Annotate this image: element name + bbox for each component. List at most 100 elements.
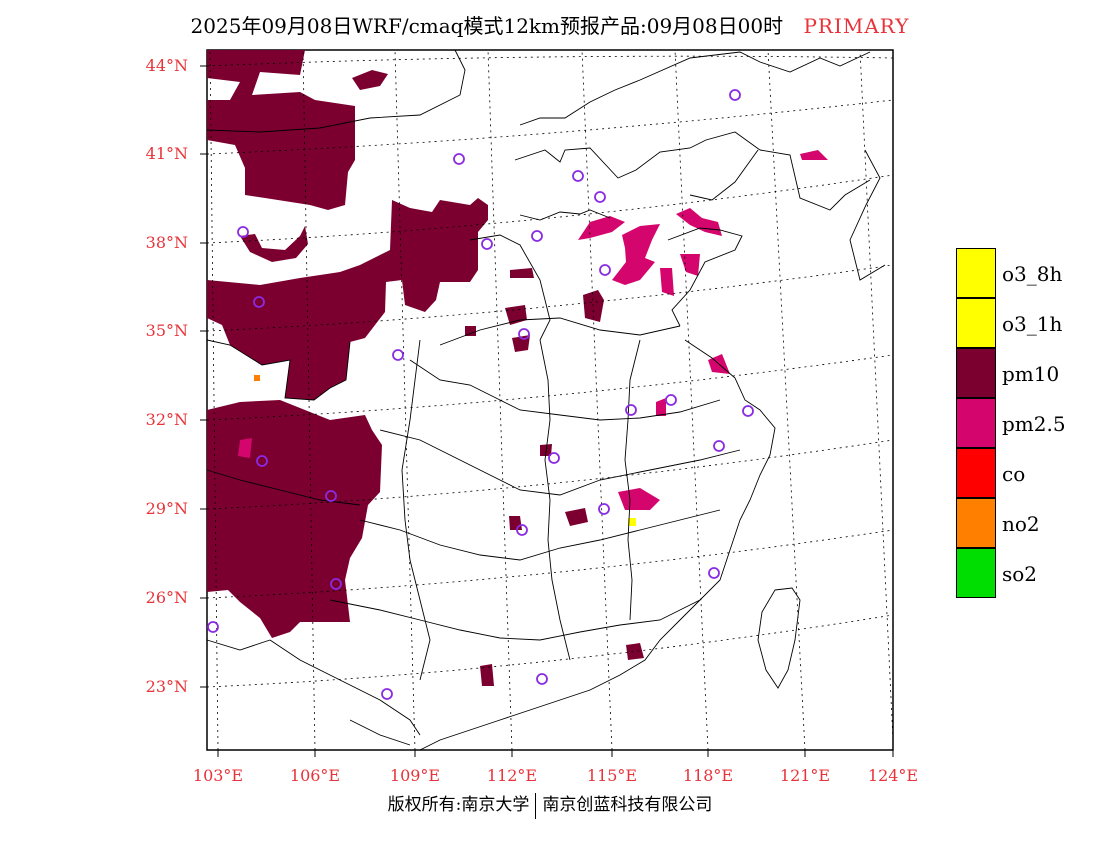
lon-label-118: 118°E xyxy=(682,766,734,785)
station-marker xyxy=(392,349,404,361)
lat-label-32: 32°N xyxy=(145,410,188,429)
pm25-region-liaoning xyxy=(800,150,828,160)
copyright-left: 版权所有:南京大学 xyxy=(387,795,530,815)
pm10-region-ordos-patch xyxy=(240,226,308,262)
pm10-region-southwest xyxy=(207,400,382,638)
boundary-taiwan xyxy=(757,587,801,689)
meridian-109 xyxy=(394,49,416,751)
boundary-coast-north xyxy=(849,149,886,281)
boundary-hainan-gulf xyxy=(349,719,411,746)
pm10-region-cluster-hubei xyxy=(509,516,522,530)
legend-swatch-co xyxy=(956,448,996,498)
title-text: 2025年09月08日WRF/cmaq模式12km预报产品:09月08日00时 xyxy=(190,14,784,38)
pm25-region-shandong xyxy=(680,254,700,276)
copyright-footer: 版权所有:南京大学 南京创蓝科技有限公司 xyxy=(0,790,1100,819)
legend-swatch-o3-1h xyxy=(956,298,996,348)
station-marker xyxy=(536,673,548,685)
lon-label-109: 109°E xyxy=(389,766,441,785)
parallel-38 xyxy=(206,174,894,244)
lon-label-124: 124°E xyxy=(867,766,919,785)
meridian-115 xyxy=(581,49,613,751)
lon-label-106: 106°E xyxy=(289,766,341,785)
station-marker xyxy=(713,440,725,452)
legend-swatch-no2 xyxy=(956,498,996,548)
legend-label-pm10: pm10 xyxy=(1002,362,1060,386)
lat-label-38: 38°N xyxy=(145,233,188,252)
boundary-bohai-coast xyxy=(689,149,759,201)
boundary-vertical-3 xyxy=(624,339,641,621)
station-marker xyxy=(516,524,528,536)
pm25-region-shandong-west xyxy=(660,268,674,296)
legend-label-so2: so2 xyxy=(1002,562,1038,586)
no2-spot xyxy=(254,375,260,381)
meridian-118 xyxy=(674,49,709,751)
legend-label-o3-8h: o3_8h xyxy=(1002,262,1063,286)
boundary-yunnan xyxy=(206,639,271,651)
pm10-region-cluster-shanxi xyxy=(465,326,476,336)
boundary-central-1 xyxy=(409,359,721,421)
parallel-23 xyxy=(206,614,894,688)
boundary-south-2 xyxy=(329,599,701,641)
meridian-112 xyxy=(487,49,513,751)
legend-label-co: co xyxy=(1002,462,1026,486)
map-title: 2025年09月08日WRF/cmaq模式12km预报产品:09月08日00时 … xyxy=(0,10,1100,39)
pm10-region-cluster-jiangxi xyxy=(565,508,588,526)
pm10-region-central xyxy=(207,198,488,400)
meridian-106 xyxy=(302,49,316,751)
lon-label-115: 115°E xyxy=(586,766,638,785)
station-marker xyxy=(729,89,741,101)
boundary-shandong-coast xyxy=(667,227,743,327)
station-marker xyxy=(453,153,465,165)
o3-spot xyxy=(628,518,636,526)
station-markers xyxy=(207,89,754,700)
legend-swatch-o3-8h xyxy=(956,248,996,298)
parallel-35 xyxy=(206,264,894,332)
title-pollutant-tag: PRIMARY xyxy=(803,14,910,38)
legend-label-o3-1h: o3_1h xyxy=(1002,312,1063,336)
station-marker xyxy=(207,621,219,633)
station-marker xyxy=(599,264,611,276)
lat-label-44: 44°N xyxy=(145,56,188,75)
pm10-region-north xyxy=(207,50,355,210)
parallel-32 xyxy=(206,354,894,421)
pm25-region-anhui xyxy=(656,398,666,416)
meridian-124 xyxy=(859,49,894,741)
copyright-divider xyxy=(535,792,537,819)
pm10-region-inner-mongolia-patch xyxy=(352,70,388,90)
station-marker xyxy=(237,226,249,238)
station-marker xyxy=(256,455,268,467)
lon-label-103: 103°E xyxy=(192,766,244,785)
lat-label-23: 23°N xyxy=(145,677,188,696)
boundary-vertical-1 xyxy=(401,339,431,681)
boundary-guangxi xyxy=(269,639,421,736)
station-marker xyxy=(381,688,393,700)
copyright-right: 南京创蓝科技有限公司 xyxy=(542,795,713,815)
legend-label-pm25: pm2.5 xyxy=(1002,412,1066,436)
legend-swatch-so2 xyxy=(956,548,996,598)
boundary-inner-mongolia xyxy=(206,49,466,133)
pm25-region-hebei xyxy=(612,224,660,285)
legend-swatch-pm10 xyxy=(956,348,996,398)
graticule xyxy=(206,49,894,751)
boundary-west-1 xyxy=(206,339,351,401)
station-marker xyxy=(572,170,584,182)
boundary-shanxi xyxy=(469,234,551,341)
lat-label-29: 29°N xyxy=(145,499,188,518)
lon-label-112: 112°E xyxy=(486,766,538,785)
parallel-41 xyxy=(206,99,894,155)
station-marker xyxy=(325,490,337,502)
legend-label-no2: no2 xyxy=(1002,512,1040,536)
pm10-regions xyxy=(207,50,644,686)
station-marker xyxy=(518,328,530,340)
station-marker xyxy=(665,394,677,406)
station-marker xyxy=(481,238,493,250)
pm10-region-cluster-shandong xyxy=(583,290,604,322)
pm10-region-cluster-guangdong xyxy=(626,643,644,660)
boundary-inner-mongolia-east xyxy=(519,51,871,126)
station-marker xyxy=(330,578,342,590)
lat-label-26: 26°N xyxy=(145,588,188,607)
boundary-henan xyxy=(439,317,681,346)
boundary-north-china xyxy=(514,131,761,179)
meridian-103 xyxy=(209,49,219,751)
